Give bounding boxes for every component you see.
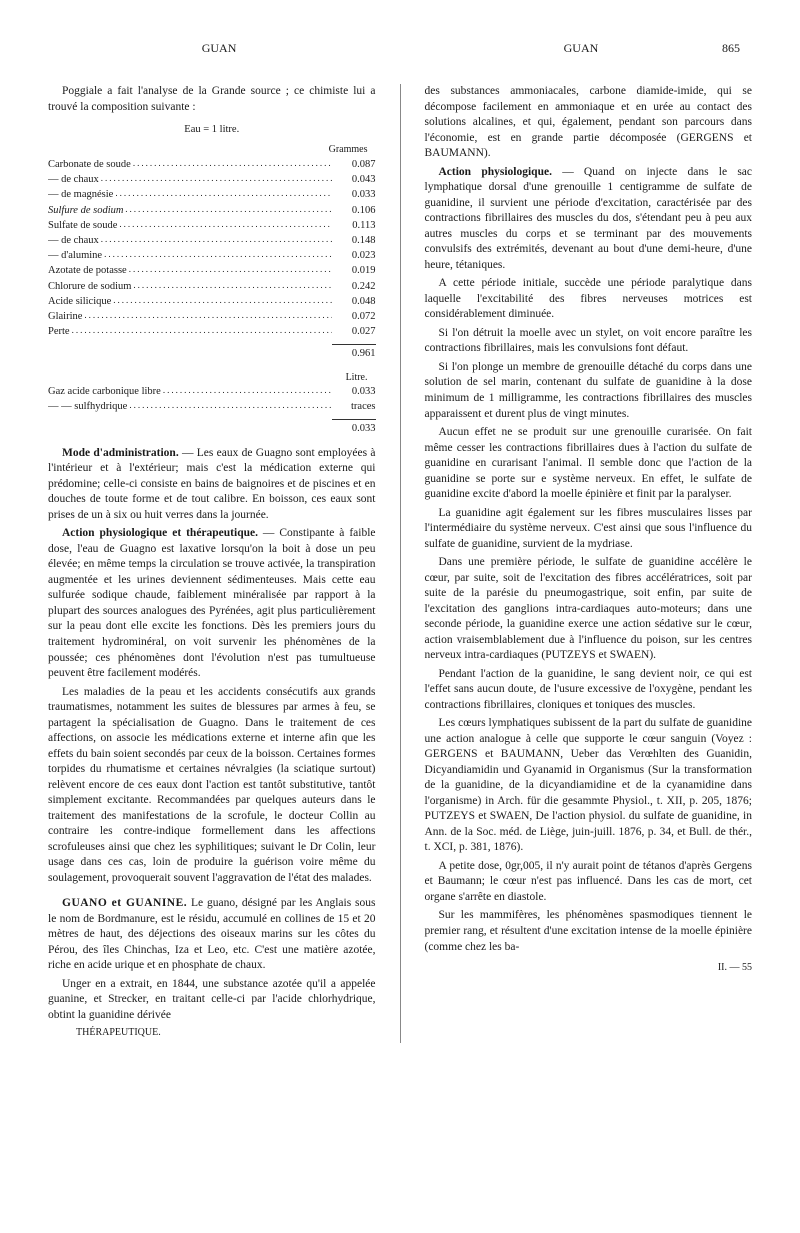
- para: A petite dose, 0gr,005, il n'y aurait po…: [425, 859, 753, 906]
- para: Si l'on détruit la moelle avec un stylet…: [425, 326, 753, 357]
- row-value: 0.113: [332, 218, 376, 233]
- table-unit: Grammes: [48, 143, 376, 157]
- total-value: 0.961: [332, 347, 376, 361]
- para: Aucun effet ne se produit sur une grenou…: [425, 425, 753, 503]
- table-total: 0.961: [48, 347, 376, 361]
- table-row: Chlorure de sodium0.242: [48, 279, 376, 294]
- composition-table-2: Litre. Gaz acide carbonique libre0.033— …: [48, 371, 376, 436]
- page-header: GUAN GUAN 865: [48, 40, 752, 56]
- para: La guanidine agit également sur les fibr…: [425, 506, 753, 553]
- row-value: 0.106: [332, 203, 376, 218]
- para: Unger en a extrait, en 1844, une substan…: [48, 977, 376, 1024]
- row-label: Carbonate de soude: [48, 157, 332, 172]
- row-label: — de magnésie: [48, 187, 332, 202]
- signature-mark: II. — 55: [425, 961, 753, 975]
- table-rule: [332, 419, 376, 420]
- para: Sur les mammifères, les phénomènes spasm…: [425, 908, 753, 955]
- row-value: 0.033: [332, 384, 376, 399]
- para: Action physiologique et thérapeutique. —…: [48, 526, 376, 681]
- para: Dans une première période, le sulfate de…: [425, 555, 753, 664]
- row-label: Sulfure de sodium: [48, 203, 332, 218]
- table-unit: Litre.: [48, 371, 376, 385]
- row-label: — d'alumine: [48, 248, 332, 263]
- row-value: 0.027: [332, 324, 376, 339]
- header-left: GUAN: [52, 40, 386, 56]
- row-value: 0.023: [332, 248, 376, 263]
- table-row: Glairine0.072: [48, 309, 376, 324]
- para: A cette période initiale, succède une pé…: [425, 276, 753, 323]
- row-label: Chlorure de sodium: [48, 279, 332, 294]
- right-column: des substances ammoniacales, carbone dia…: [425, 84, 753, 1043]
- section-head: Action physiologique.: [439, 166, 552, 178]
- table-row: — de chaux0.148: [48, 233, 376, 248]
- table-row: Sulfate de soude0.113: [48, 218, 376, 233]
- row-value: 0.087: [332, 157, 376, 172]
- table-title: Eau = 1 litre.: [48, 123, 376, 137]
- total-value: 0.033: [332, 422, 376, 436]
- row-label: Gaz acide carbonique libre: [48, 384, 332, 399]
- para-body: — Quand on injecte dans le sac lymphatiq…: [425, 166, 753, 271]
- para: des substances ammoniacales, carbone dia…: [425, 84, 753, 162]
- para: Les cœurs lymphatiques subissent de la p…: [425, 716, 753, 856]
- row-value: 0.043: [332, 172, 376, 187]
- row-value: 0.033: [332, 187, 376, 202]
- row-label: — de chaux: [48, 172, 332, 187]
- footer-word: THÉRAPEUTIQUE.: [48, 1026, 376, 1040]
- para: Les maladies de la peau et les accidents…: [48, 685, 376, 887]
- table-row: — de chaux0.043: [48, 172, 376, 187]
- page-number: 865: [722, 40, 740, 56]
- para: GUANO et GUANINE. Le guano, désigné par …: [48, 896, 376, 974]
- section-head: Mode d'administration.: [62, 447, 179, 459]
- entry-head: GUANO et GUANINE.: [62, 897, 187, 909]
- row-label: Azotate de potasse: [48, 263, 332, 278]
- para: Si l'on plonge un membre de grenouille d…: [425, 360, 753, 422]
- header-right-label: GUAN: [564, 41, 599, 55]
- row-label: Acide silicique: [48, 294, 332, 309]
- section-head: Action physiologique et thérapeutique.: [62, 527, 258, 539]
- para: Mode d'administration. — Les eaux de Gua…: [48, 446, 376, 524]
- para: Action physiologique. — Quand on injecte…: [425, 165, 753, 274]
- row-label: Sulfate de soude: [48, 218, 332, 233]
- para: Pendant l'action de la guanidine, le san…: [425, 667, 753, 714]
- table-row: Gaz acide carbonique libre0.033: [48, 384, 376, 399]
- column-divider: [400, 84, 401, 1043]
- table-row: — de magnésie0.033: [48, 187, 376, 202]
- composition-table-1: Eau = 1 litre. Grammes Carbonate de soud…: [48, 123, 376, 360]
- table-row: — d'alumine0.023: [48, 248, 376, 263]
- row-value: 0.019: [332, 263, 376, 278]
- table-row: Carbonate de soude0.087: [48, 157, 376, 172]
- table-row: Sulfure de sodium0.106: [48, 203, 376, 218]
- row-label: — de chaux: [48, 233, 332, 248]
- table-total: 0.033: [48, 422, 376, 436]
- table-row: Azotate de potasse0.019: [48, 263, 376, 278]
- row-label: Glairine: [48, 309, 332, 324]
- row-label: Perte: [48, 324, 332, 339]
- row-label: — — sulfhydrique: [48, 399, 332, 414]
- table-row: — — sulfhydriquetraces: [48, 399, 376, 414]
- table-row: Perte0.027: [48, 324, 376, 339]
- text-columns: Poggiale a fait l'analyse de la Grande s…: [48, 84, 752, 1043]
- para: Poggiale a fait l'analyse de la Grande s…: [48, 84, 376, 115]
- table-row: Acide silicique0.048: [48, 294, 376, 309]
- row-value: 0.072: [332, 309, 376, 324]
- row-value: traces: [332, 399, 376, 414]
- table-rule: [332, 344, 376, 345]
- row-value: 0.242: [332, 279, 376, 294]
- para-body: — Constipante à faible dose, l'eau de Gu…: [48, 527, 376, 679]
- row-value: 0.148: [332, 233, 376, 248]
- header-right: GUAN 865: [414, 40, 748, 56]
- row-value: 0.048: [332, 294, 376, 309]
- left-column: Poggiale a fait l'analyse de la Grande s…: [48, 84, 376, 1043]
